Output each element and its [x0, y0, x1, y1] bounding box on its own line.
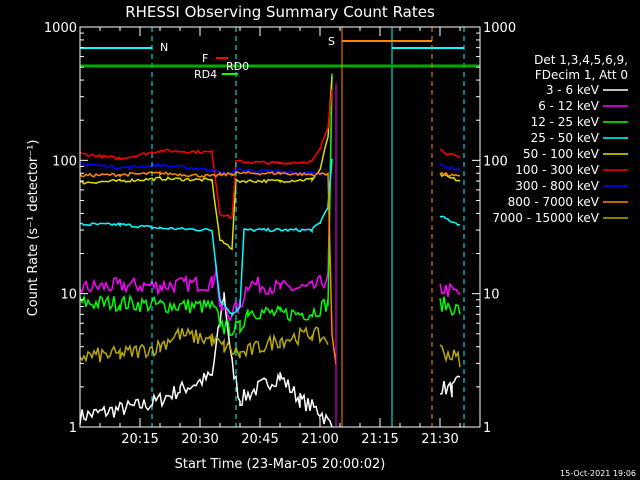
y-tick-label: 10: [60, 288, 77, 303]
series-line: [79, 89, 333, 322]
x-tick-label: 21:15: [361, 432, 398, 447]
legend: Det 1,3,4,5,6,9,FDecim 1, Att 03 - 6 keV…: [492, 53, 628, 225]
x-axis-label: Start Time (23-Mar-05 20:00:02): [175, 457, 386, 472]
x-tick-label: 21:00: [301, 432, 338, 447]
x-tick-label: 21:30: [421, 432, 458, 447]
series-line: [439, 215, 461, 227]
y-tick-label-right: 10: [483, 288, 500, 303]
series-line: [439, 282, 461, 297]
y-tick-label-right: 1000: [483, 21, 516, 36]
legend-header: FDecim 1, Att 0: [535, 68, 628, 82]
legend-label: 12 - 25 keV: [531, 115, 600, 129]
series-line: [79, 325, 329, 363]
series-line: [79, 89, 333, 220]
series-line: [79, 76, 333, 251]
flare-label: F: [202, 52, 208, 65]
series-line: [439, 148, 461, 159]
timestamp-footer: 15-Oct-2021 19:06: [560, 469, 636, 478]
legend-header: Det 1,3,4,5,6,9,: [534, 53, 628, 67]
legend-label: 50 - 100 keV: [523, 147, 600, 161]
y-axis-ticks: 1 1 10 10 100 100 1000 1000: [44, 21, 516, 436]
legend-label: 800 - 7000 keV: [508, 195, 600, 209]
y-tick-label: 1: [69, 421, 77, 436]
x-tick-label: 20:45: [241, 432, 278, 447]
series-line: [79, 292, 333, 428]
series-line: [80, 162, 329, 177]
series-line: [439, 171, 461, 177]
legend-label: 3 - 6 keV: [546, 83, 600, 97]
series-line: [79, 170, 337, 365]
y-tick-label: 1000: [44, 21, 77, 36]
y-tick-label-right: 100: [483, 154, 508, 169]
y-tick-label: 100: [52, 154, 77, 169]
legend-label: 100 - 300 keV: [515, 163, 599, 177]
y-axis-label: Count Rate (s⁻¹ detector⁻¹): [26, 140, 41, 317]
x-axis-ticks: 20:15 20:30 20:45 21:00 21:15 21:30: [79, 27, 481, 447]
series-line: [439, 375, 461, 398]
legend-label: 7000 - 15000 keV: [492, 211, 599, 225]
series-line: [79, 158, 333, 317]
legend-label: 25 - 50 keV: [531, 131, 600, 145]
event-markers: N RD0 RD4 F S: [80, 27, 480, 427]
rd4-label: RD4: [194, 68, 217, 81]
series-line: [79, 73, 333, 337]
chart-title: RHESSI Observing Summary Count Rates: [125, 3, 435, 21]
x-tick-label: 20:15: [121, 432, 158, 447]
series-group: [79, 73, 461, 428]
series-line: [439, 163, 461, 171]
series-line: [439, 296, 461, 317]
x-tick-label: 20:30: [181, 432, 218, 447]
night-label: N: [160, 41, 168, 54]
rd0-label: RD0: [226, 60, 249, 73]
y-tick-label-right: 1: [483, 421, 491, 436]
saa-label: S: [328, 35, 335, 48]
legend-label: 6 - 12 keV: [538, 99, 600, 113]
series-line: [439, 344, 461, 368]
legend-label: 300 - 800 keV: [515, 179, 599, 193]
